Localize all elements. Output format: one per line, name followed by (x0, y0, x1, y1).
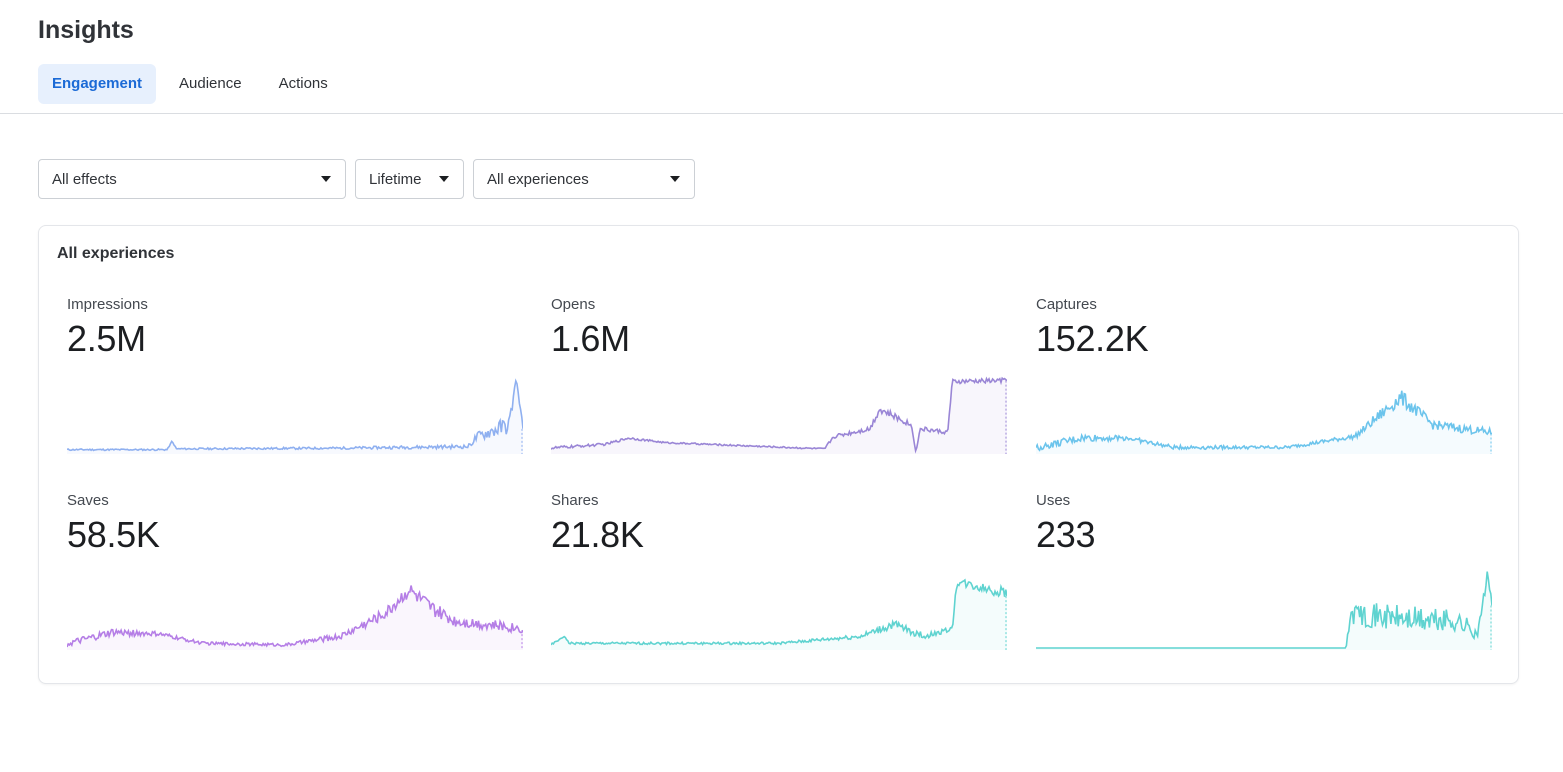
caret-down-icon (321, 176, 331, 182)
impressions-sparkline (67, 378, 523, 454)
sparkline-area (67, 381, 523, 454)
tab-engagement[interactable]: Engagement (38, 64, 157, 104)
tabs-divider (0, 113, 1563, 114)
filter-bar: All effects Lifetime All experiences (38, 159, 704, 199)
period-dropdown-label: Lifetime (369, 170, 422, 188)
metric-label: Captures (1036, 296, 1097, 313)
sparkline-area (551, 580, 1007, 650)
experiences-card: All experiences Impressions 2.5M Opens 1… (38, 225, 1519, 684)
sparkline-line (551, 578, 1007, 647)
caret-down-icon (439, 176, 449, 182)
saves-sparkline (67, 585, 523, 650)
experiences-dropdown[interactable]: All experiences (473, 159, 695, 199)
opens-sparkline (551, 376, 1007, 454)
shares-sparkline (551, 578, 1007, 650)
captures-sparkline (1036, 390, 1492, 454)
card-title: All experiences (57, 245, 175, 262)
sparkline-line (1036, 571, 1492, 649)
page-title: Insights (38, 16, 134, 44)
metric-value: 58.5K (67, 514, 160, 555)
sparkline-area (67, 585, 523, 650)
metric-label: Opens (551, 296, 596, 313)
sparkline-line (67, 585, 523, 648)
tab-actions[interactable]: Actions (278, 75, 328, 92)
metric-value: 1.6M (551, 318, 630, 359)
metric-label: Saves (67, 492, 109, 509)
metric-value: 2.5M (67, 318, 146, 359)
uses-sparkline (1036, 571, 1492, 650)
sparkline-area (1036, 571, 1492, 650)
tab-audience[interactable]: Audience (179, 75, 242, 92)
sparkline-line (1036, 390, 1492, 452)
effects-dropdown-label: All effects (52, 170, 117, 188)
sparkline-area (1036, 390, 1492, 454)
metric-value: 152.2K (1036, 318, 1149, 359)
sparkline-line (551, 376, 1007, 454)
period-dropdown[interactable]: Lifetime (355, 159, 464, 199)
metric-label: Impressions (67, 296, 148, 313)
sparkline-line (67, 378, 523, 452)
metric-value: 233 (1036, 514, 1096, 555)
metric-label: Uses (1036, 492, 1071, 509)
caret-down-icon (670, 176, 680, 182)
experiences-dropdown-label: All experiences (487, 170, 589, 188)
metric-value: 21.8K (551, 514, 644, 555)
effects-dropdown[interactable]: All effects (38, 159, 346, 199)
tab-bar: Engagement Audience Actions (38, 64, 351, 104)
sparkline-area (551, 378, 1007, 454)
metric-label: Shares (551, 492, 599, 509)
